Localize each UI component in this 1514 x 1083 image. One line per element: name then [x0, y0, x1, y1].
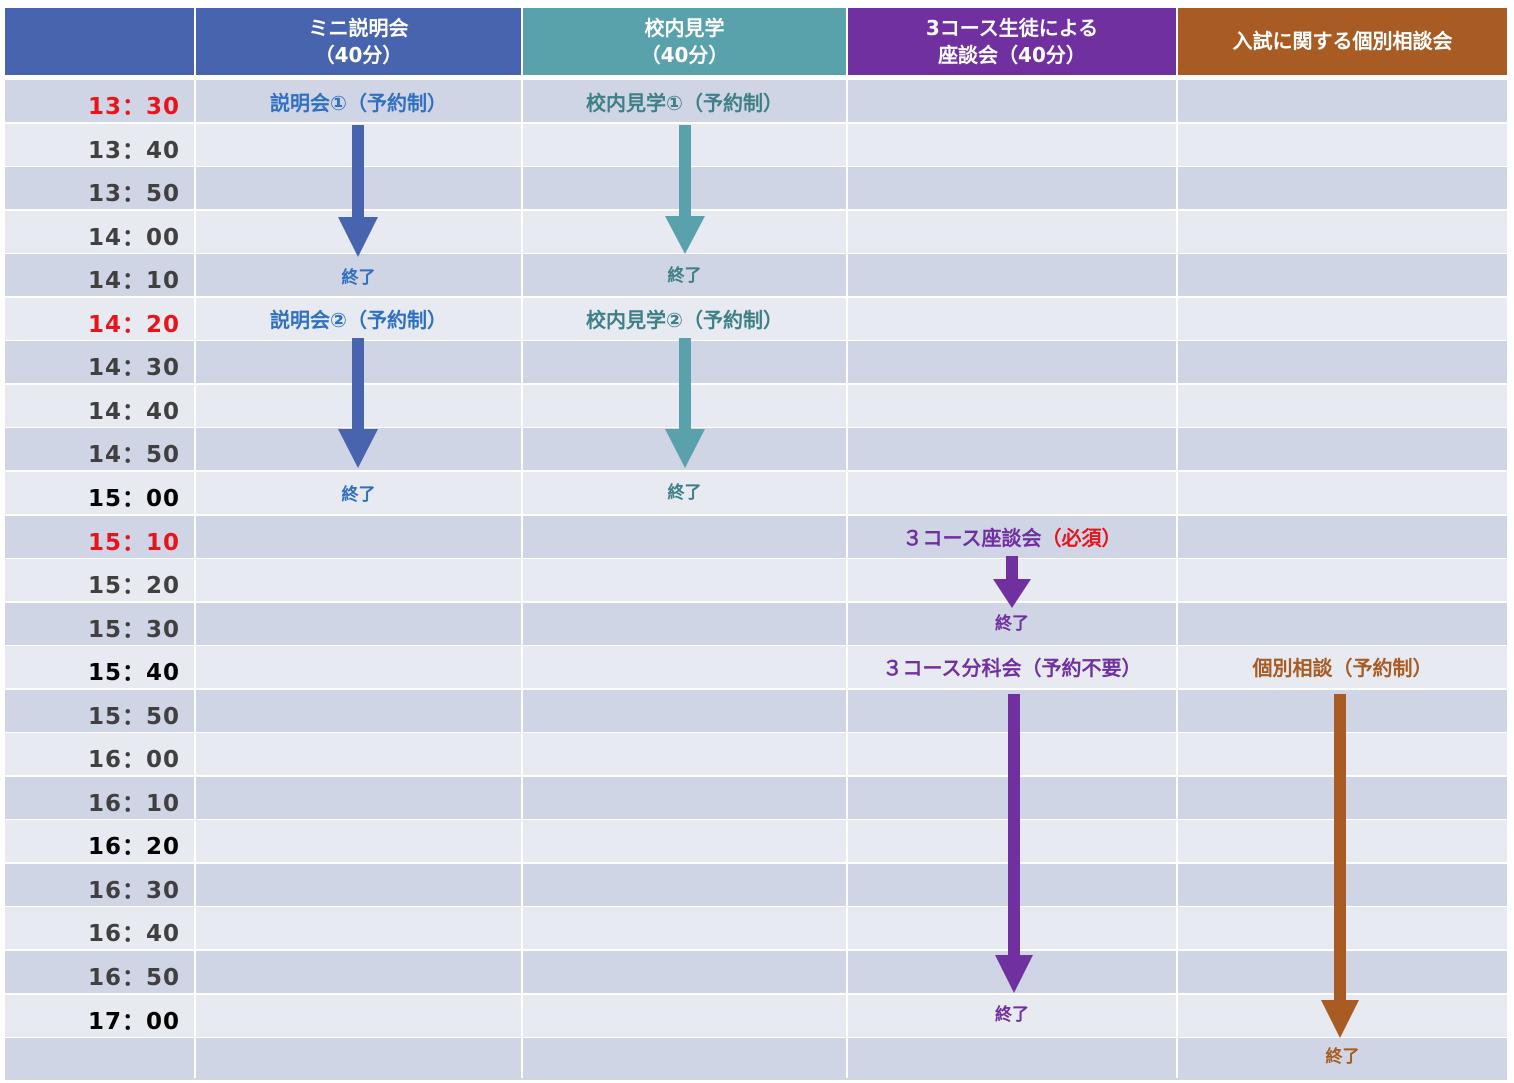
roundtable-duration-arrow [993, 556, 1031, 608]
time-label: 16：40 [87, 921, 180, 947]
table-row [5, 516, 1507, 558]
time-label: 14：00 [87, 225, 180, 251]
consultation-session: 個別相談（予約制） [1252, 656, 1433, 680]
table-row [5, 995, 1507, 1037]
roundtable-end-label: 終了 [995, 614, 1029, 634]
table-row [5, 385, 1507, 427]
table-row [5, 428, 1507, 470]
header-campus-tour: 校内見学 （40分） [523, 8, 846, 75]
table-row [5, 167, 1507, 209]
column-divider [1176, 5, 1178, 1078]
briefing-session-1: 説明会①（予約制） [270, 91, 447, 115]
time-label: 13：50 [87, 181, 180, 207]
required-label: （必須） [1041, 526, 1122, 550]
briefing-1-duration-arrow [338, 125, 378, 257]
table-row [5, 80, 1507, 122]
tour-session-2: 校内見学②（予約制） [586, 308, 783, 332]
time-label: 14：20 [87, 312, 180, 338]
tour-2-end-label: 終了 [667, 483, 702, 503]
time-label: 16：50 [87, 965, 180, 991]
table-row [5, 1038, 1507, 1080]
table-row [5, 472, 1507, 514]
consultation-duration-arrow [1321, 694, 1359, 1038]
roundtable-label: ３コース座談会 [902, 526, 1042, 550]
header-individual-consultation: 入試に関する個別相談会 [1178, 8, 1507, 75]
table-row [5, 864, 1507, 906]
briefing-session-2: 説明会②（予約制） [270, 308, 447, 332]
table-row [5, 559, 1507, 601]
consultation-end-label: 終了 [1325, 1047, 1360, 1067]
breakout-session: ３コース分科会（予約不要） [882, 656, 1142, 680]
table-row [5, 733, 1507, 775]
time-label: 15：40 [87, 660, 180, 686]
time-label: 15：00 [87, 486, 180, 512]
table-row [5, 951, 1507, 993]
breakout-end-label: 終了 [995, 1005, 1029, 1025]
briefing-1-end-label: 終了 [341, 268, 376, 288]
header-blank [5, 8, 194, 75]
column-divider [194, 5, 196, 1078]
time-label: 14：10 [87, 268, 180, 294]
table-row [5, 646, 1507, 688]
roundtable-session: ３コース座談会（必須） [848, 522, 1176, 551]
header-student-roundtable: 3コース生徒による 座談会（40分） [848, 8, 1176, 75]
table-row [5, 211, 1507, 253]
table-row [5, 298, 1507, 340]
column-divider [521, 5, 523, 1078]
time-label: 14：40 [87, 399, 180, 425]
tour-1-end-label: 終了 [667, 266, 702, 286]
time-label: 13：40 [87, 138, 180, 164]
tour-1-duration-arrow [665, 125, 705, 254]
time-label: 14：50 [87, 442, 180, 468]
tour-session-1: 校内見学①（予約制） [586, 91, 783, 115]
table-row [5, 690, 1507, 732]
table-row [5, 254, 1507, 296]
column-divider [846, 5, 848, 1078]
time-label: 15：30 [87, 617, 180, 643]
briefing-2-duration-arrow [338, 338, 378, 468]
time-label: 16：30 [87, 878, 180, 904]
time-label: 15：10 [87, 530, 180, 556]
time-label: 17：00 [87, 1009, 180, 1035]
time-label: 13：30 [87, 94, 180, 120]
tour-2-duration-arrow [665, 338, 705, 468]
header-mini-briefing: ミニ説明会 （40分） [196, 8, 521, 75]
table-row [5, 124, 1507, 166]
time-label: 14：30 [87, 355, 180, 381]
time-label: 15：20 [87, 573, 180, 599]
time-label: 16：00 [87, 747, 180, 773]
table-row [5, 777, 1507, 819]
table-row [5, 820, 1507, 862]
time-label: 16：20 [87, 834, 180, 860]
table-row [5, 341, 1507, 383]
time-label: 16：10 [87, 791, 180, 817]
table-row [5, 603, 1507, 645]
breakout-duration-arrow [995, 694, 1033, 993]
briefing-2-end-label: 終了 [341, 485, 376, 505]
table-row [5, 907, 1507, 949]
time-label: 15：50 [87, 704, 180, 730]
